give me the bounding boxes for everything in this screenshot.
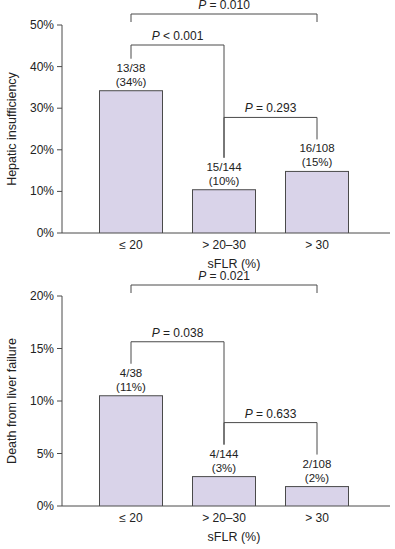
y-tick [57, 149, 62, 150]
p-value: P = 0.021 [198, 269, 250, 283]
data-label: (11%) [116, 381, 146, 393]
p-value: P = 0.633 [245, 407, 297, 421]
data-label: 16/108 [299, 142, 334, 154]
y-axis [62, 296, 63, 506]
y-tick-label: 10% [30, 394, 54, 408]
data-label: 2/108 [303, 458, 332, 470]
y-tick-label: 50% [30, 18, 54, 32]
y-axis-label: Hepatic insufficiency [5, 71, 19, 185]
y-tick-label: 10% [30, 184, 54, 198]
figure: 0% 10% 20% 30% 40% 50% Hepatic insufficiency sF… [0, 0, 395, 549]
y-tick-label: 0% [37, 226, 55, 240]
data-label: (15%) [302, 156, 333, 168]
bar [100, 91, 163, 233]
x-tick-label: > 30 [305, 238, 329, 252]
bar [286, 171, 349, 233]
y-tick [57, 453, 62, 454]
y-tick-label: 5% [37, 447, 55, 461]
y-tick [57, 506, 62, 507]
bar [193, 477, 256, 506]
y-tick [57, 401, 62, 402]
y-tick-label: 30% [30, 101, 54, 115]
x-tick-label: > 20–30 [202, 238, 246, 252]
y-tick [57, 25, 62, 26]
x-tick-label: > 30 [305, 511, 329, 525]
comparison-bracket [131, 14, 317, 22]
data-label: (2%) [305, 472, 329, 484]
chart: 0%10%20%30%40%50%Hepatic insufficiencysF… [5, 0, 390, 271]
y-axis [62, 25, 63, 233]
p-value: P = 0.293 [245, 101, 297, 115]
data-label: (10%) [209, 175, 240, 187]
y-tick [57, 233, 62, 234]
bar [286, 487, 349, 506]
x-tick-label: ≤ 20 [119, 238, 143, 252]
x-tick-label: > 20–30 [202, 511, 246, 525]
chart: 0% 5% 10% 15% 20% Death from liver failure sFL… [5, 269, 390, 544]
comparison-bracket [224, 423, 317, 455]
y-tick-label: 15% [30, 342, 54, 356]
y-tick [57, 296, 62, 297]
y-tick [57, 66, 62, 67]
data-label: (3%) [212, 462, 236, 474]
data-label: 15/144 [206, 161, 242, 173]
y-tick-label: 20% [30, 289, 54, 303]
bar [193, 190, 256, 233]
data-label: (34%) [116, 76, 147, 88]
data-label: 4/38 [120, 367, 142, 379]
y-tick [57, 191, 62, 192]
x-tick-label: ≤ 20 [119, 511, 143, 525]
y-axis-label: Death from liver failure [5, 338, 19, 464]
y-tick-label: 40% [30, 60, 54, 74]
p-value: P < 0.001 [152, 29, 204, 43]
y-tick [57, 348, 62, 349]
data-label: 13/38 [117, 62, 146, 74]
y-tick [57, 108, 62, 109]
x-axis-label: sFLR (%) [208, 530, 261, 544]
comparison-bracket [131, 45, 224, 158]
bar [100, 396, 163, 506]
data-label: 4/144 [210, 448, 239, 460]
p-value: P = 0.010 [198, 0, 250, 12]
y-tick-label: 0% [37, 499, 55, 513]
comparison-bracket [131, 285, 317, 293]
p-value: P = 0.038 [152, 326, 204, 340]
comparison-bracket [131, 342, 224, 445]
comparison-bracket [224, 117, 317, 157]
y-tick-label: 20% [30, 143, 54, 157]
